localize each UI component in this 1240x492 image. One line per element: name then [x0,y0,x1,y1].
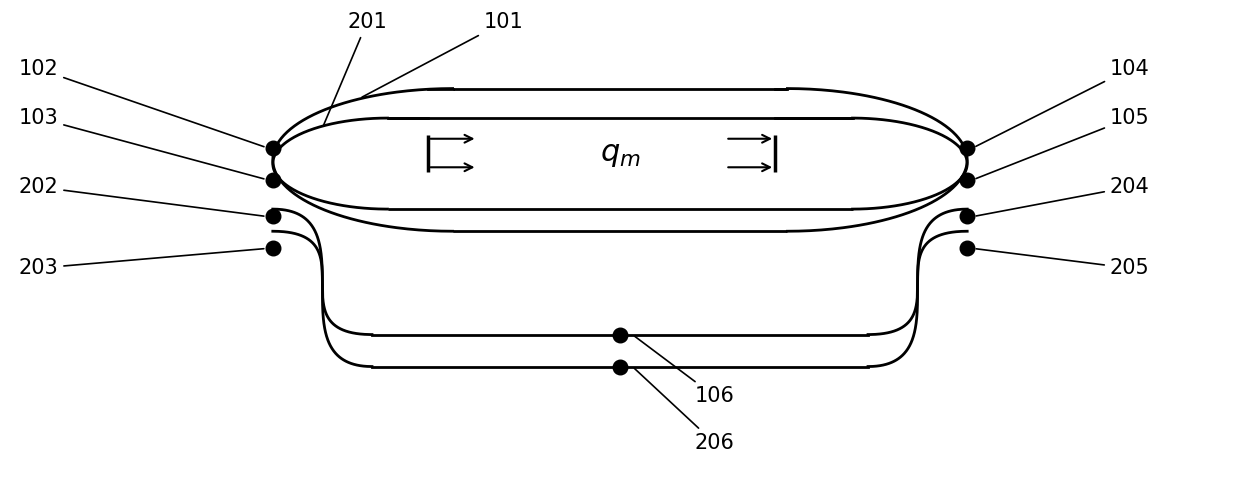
Point [610,331,630,338]
Text: 203: 203 [19,248,264,278]
Text: 201: 201 [324,12,387,125]
Point [957,245,977,252]
Text: 104: 104 [976,59,1149,146]
Point [957,176,977,184]
Text: 202: 202 [19,177,264,216]
Text: $q_m$: $q_m$ [600,137,640,169]
Point [957,144,977,152]
Text: 103: 103 [19,108,264,179]
Text: 102: 102 [19,59,264,147]
Point [263,245,283,252]
Point [263,144,283,152]
Point [957,213,977,220]
Text: 206: 206 [635,369,734,453]
Text: 106: 106 [635,336,734,406]
Point [263,176,283,184]
Point [263,213,283,220]
Text: 205: 205 [976,249,1149,278]
Text: 101: 101 [362,12,523,97]
Point [610,363,630,370]
Text: 204: 204 [976,177,1149,216]
Text: 105: 105 [976,108,1149,179]
